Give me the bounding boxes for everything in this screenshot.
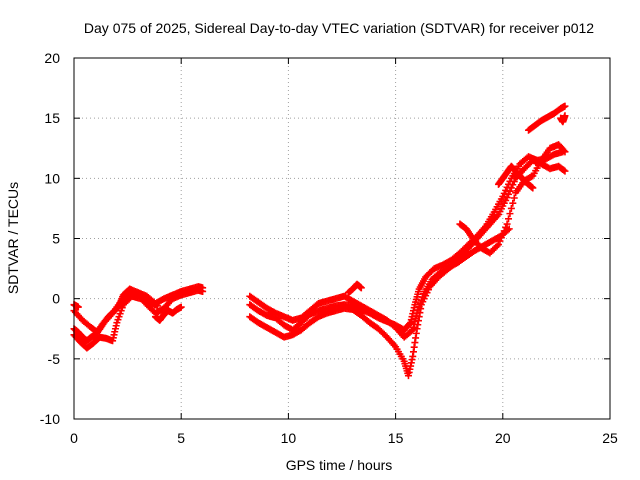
grid-lines xyxy=(74,58,610,419)
data-point xyxy=(493,242,501,250)
data-point xyxy=(507,184,515,192)
x-tick-label: 5 xyxy=(177,430,185,446)
data-point xyxy=(497,234,505,242)
y-tick-label: 0 xyxy=(52,291,60,307)
data-series-track xyxy=(495,162,537,192)
y-tick-label: 20 xyxy=(44,50,60,66)
data-point xyxy=(506,210,514,218)
data-series-track xyxy=(70,286,207,336)
data-series-track xyxy=(70,301,82,311)
data-point xyxy=(560,147,568,155)
data-point xyxy=(505,225,513,233)
data-point xyxy=(74,303,82,311)
data-point xyxy=(500,227,508,235)
x-tick-label: 15 xyxy=(388,430,404,446)
data-point xyxy=(561,102,569,110)
data-point xyxy=(417,296,425,304)
data-point xyxy=(496,237,504,245)
data-series-track xyxy=(151,303,185,324)
y-tick-label: 10 xyxy=(44,170,60,186)
data-point xyxy=(505,215,513,223)
x-axis-label: GPS time / hours xyxy=(286,457,393,473)
data-point xyxy=(510,194,518,202)
data-point xyxy=(199,287,207,295)
data-series-track xyxy=(456,141,569,257)
data-point xyxy=(357,284,365,292)
plot-frame xyxy=(73,57,611,420)
data-point xyxy=(509,199,517,207)
data-point xyxy=(413,309,421,317)
data-point xyxy=(495,241,503,249)
data-point xyxy=(560,166,568,174)
chart-title: Day 075 of 2025, Sidereal Day-to-day VTE… xyxy=(84,20,594,36)
data-point xyxy=(561,167,569,175)
data-point xyxy=(507,204,515,212)
data-series-track xyxy=(557,112,569,126)
data-series-track xyxy=(525,102,569,134)
data-point xyxy=(505,190,513,198)
data-point xyxy=(177,303,185,311)
data-point xyxy=(503,220,511,228)
y-tick-label: -5 xyxy=(48,351,61,367)
x-tick-label: 0 xyxy=(70,430,78,446)
data-point xyxy=(561,148,569,156)
data-point xyxy=(499,230,507,238)
data-point xyxy=(416,299,424,307)
data-point xyxy=(529,184,537,192)
data-point xyxy=(503,194,511,202)
y-tick-label: 5 xyxy=(52,231,60,247)
data-point xyxy=(509,181,517,189)
data-point xyxy=(510,178,518,186)
x-tick-label: 10 xyxy=(281,430,297,446)
data-point xyxy=(407,327,415,335)
y-axis-label: SDTVAR / TECUs xyxy=(5,182,21,294)
data-point xyxy=(561,112,569,120)
data-series-track xyxy=(246,225,513,341)
y-tick-label: 15 xyxy=(44,110,60,126)
data-point xyxy=(415,303,423,311)
data-point xyxy=(502,223,510,231)
data-points xyxy=(70,102,569,380)
y-tick-label: -10 xyxy=(40,411,60,427)
data-series-track xyxy=(344,280,365,297)
data-point xyxy=(418,293,426,301)
data-point xyxy=(506,187,514,195)
x-tick-label: 20 xyxy=(495,430,511,446)
x-tick-label: 25 xyxy=(602,430,618,446)
data-point xyxy=(414,306,422,314)
axis-ticks: 0 5 10 15 20 25 -10 -5 0 5 10 15 20 xyxy=(40,50,618,446)
